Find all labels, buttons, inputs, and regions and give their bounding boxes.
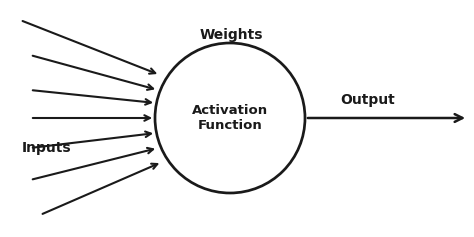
Text: Inputs: Inputs: [22, 141, 72, 155]
Text: Output: Output: [340, 93, 395, 107]
Ellipse shape: [155, 43, 305, 193]
Text: Weights: Weights: [200, 28, 264, 42]
Text: Activation
Function: Activation Function: [192, 104, 268, 132]
